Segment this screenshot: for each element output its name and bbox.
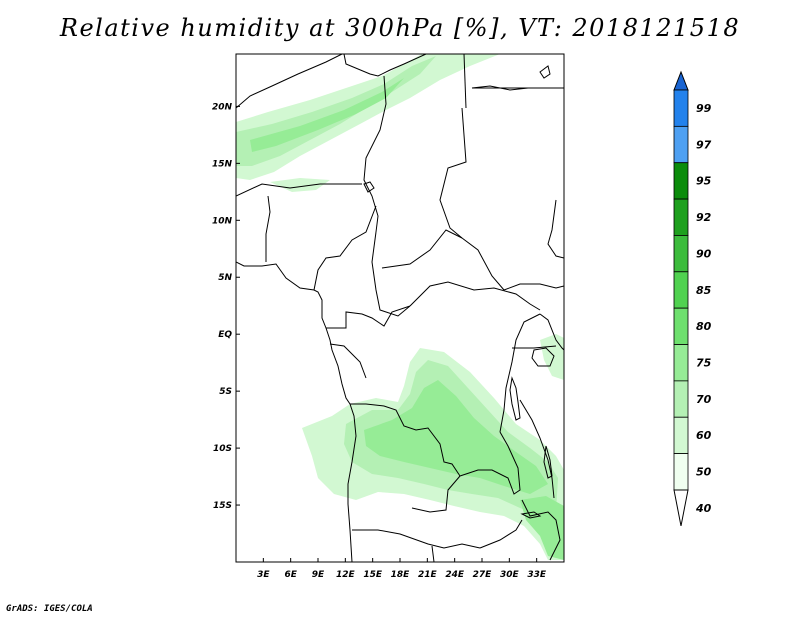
humidity-area-south-inner	[364, 380, 548, 494]
legend-label: 92	[696, 211, 712, 224]
coastline-west	[236, 261, 357, 562]
lon-label: 15E	[363, 570, 383, 580]
legend-swatch	[673, 125, 689, 164]
color-legend: 99 97 95 92 90 85 80 75 70 60 50 40	[673, 70, 712, 527]
lon-label: 9E	[312, 570, 325, 580]
border-cameroon-car	[371, 231, 411, 317]
legend-swatch	[673, 198, 689, 236]
border-east-upper	[471, 85, 529, 91]
legend-swatch	[673, 271, 689, 309]
legend-swatch	[673, 162, 689, 200]
country-borders	[236, 54, 564, 562]
border-zambezi	[479, 519, 523, 549]
border-libya-egypt	[463, 54, 467, 109]
border-mali-niger	[236, 183, 362, 197]
lon-label: 33E	[527, 570, 547, 580]
lon-label: 6E	[284, 570, 297, 580]
lake-chad	[363, 181, 375, 193]
border-sudan-south	[503, 283, 564, 291]
lat-label: 15N	[212, 159, 233, 169]
border-ethiopia	[547, 199, 564, 259]
humidity-area-north-core	[236, 56, 436, 166]
legend-top-arrow	[673, 70, 689, 91]
border-chad-sudan	[439, 107, 505, 291]
lat-label: 5N	[218, 273, 232, 283]
legend-label: 50	[696, 466, 712, 479]
border-nigeria-cameroon	[313, 205, 377, 291]
lat-label: 10S	[213, 444, 232, 454]
lon-label: 24E	[445, 570, 465, 580]
legend-label: 97	[696, 138, 712, 151]
legend-label: 75	[696, 357, 712, 370]
map-title: Relative humidity at 300hPa [%], VT: 201…	[59, 14, 741, 42]
border-congo	[326, 305, 411, 329]
legend-label: 85	[696, 284, 712, 297]
legend-swatch	[673, 89, 689, 127]
lon-label: 3E	[257, 570, 270, 580]
legend-swatch	[673, 453, 689, 491]
legend-swatch	[673, 307, 689, 345]
humidity-area-east	[540, 334, 564, 380]
lat-label: 10N	[212, 216, 233, 226]
legend-swatch	[673, 416, 689, 454]
legend-label: 60	[696, 429, 712, 442]
longitude-axis: 3E 6E 9E 12E 15E 18E 21E 24E 27E 30E 33E	[257, 558, 547, 580]
legend-label: 95	[696, 175, 712, 188]
lon-label: 18E	[391, 570, 411, 580]
lon-label: 12E	[336, 570, 356, 580]
border-sahara	[236, 54, 343, 109]
border-angola-zambia	[411, 475, 461, 513]
border-east	[539, 313, 564, 351]
legend-swatch	[673, 344, 689, 382]
border-car-drc	[409, 281, 541, 311]
border-nigeria	[265, 195, 271, 262]
lakes	[363, 65, 555, 519]
lon-label: 27E	[473, 570, 493, 580]
credit-text: GrADS: IGES/COLA	[6, 604, 93, 614]
legend-label: 70	[696, 393, 712, 406]
border-car	[381, 229, 463, 269]
lat-label: 5S	[219, 387, 232, 397]
legend-label: 40	[695, 502, 712, 515]
border-uganda	[512, 345, 557, 349]
latitude-axis: 20N 15N 10N 5N EQ 5S 10S 15S	[212, 102, 240, 511]
border-niger-libya	[343, 54, 427, 77]
legend-bottom-arrow	[673, 489, 689, 527]
border-tanzania	[519, 399, 555, 499]
border-niger-chad	[363, 75, 387, 233]
border-gabon	[329, 343, 367, 379]
lake-tanganyika	[509, 376, 521, 421]
lon-label: 21E	[418, 570, 438, 580]
lake-victoria	[531, 347, 555, 367]
legend-label: 90	[696, 247, 712, 260]
humidity-area-north-inner	[250, 78, 404, 152]
legend-swatch	[673, 380, 689, 418]
lon-label: 30E	[500, 570, 520, 580]
lat-label: 20N	[212, 102, 233, 112]
border-drc-angola	[350, 403, 461, 477]
humidity-area-sahel	[270, 178, 330, 192]
legend-label: 80	[696, 320, 712, 333]
humidity-shading	[236, 54, 564, 560]
lat-label: EQ	[218, 330, 232, 340]
legend-swatch	[673, 235, 689, 273]
lake-kariba	[520, 511, 542, 519]
border-namibia	[352, 529, 481, 549]
border-drc-zambia	[459, 431, 521, 495]
lat-label: 15S	[213, 501, 232, 511]
lake-malawi	[543, 445, 553, 479]
humidity-area-north	[236, 54, 500, 180]
lake-nasser	[539, 65, 551, 79]
border-great-lakes	[499, 313, 541, 433]
border-botswana	[431, 545, 435, 562]
legend-label: 99	[696, 102, 712, 115]
